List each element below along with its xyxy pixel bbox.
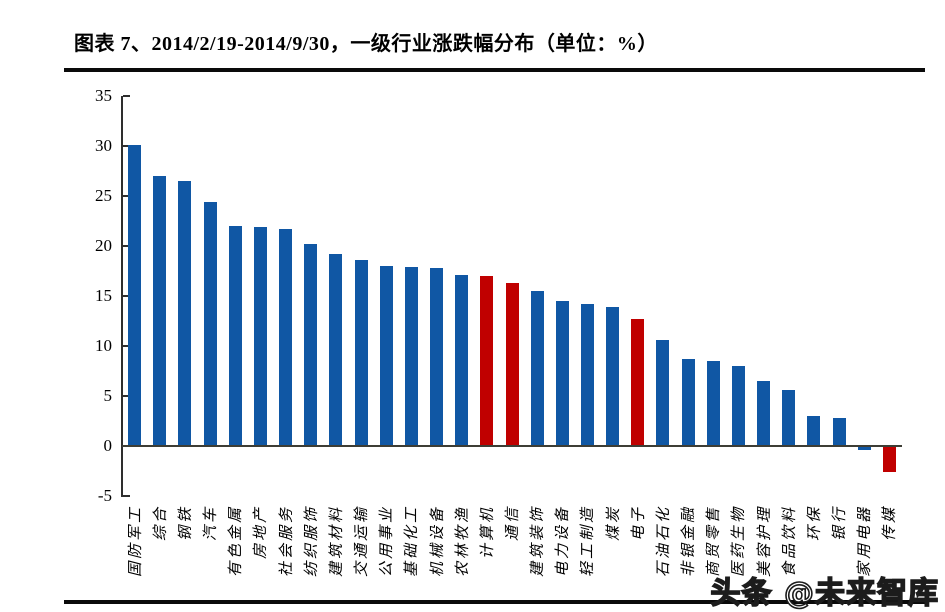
bar [329,254,343,446]
title-divider [64,68,925,72]
y-tick [123,245,130,247]
bar [555,301,569,446]
bar [807,416,821,446]
x-category-label: 有色金属 [226,505,245,578]
bar [430,268,444,446]
y-tick [123,95,130,97]
bar [580,304,594,446]
plot-area [122,96,902,496]
x-category-label: 建筑装饰 [528,505,547,578]
bar [757,381,771,446]
y-tick [123,195,130,197]
bar [379,266,393,446]
x-category-label: 非银金融 [679,505,698,578]
y-tick-label: 10 [95,336,112,355]
x-category-label: 电子 [628,505,647,542]
y-tick-label: 5 [103,386,113,405]
watermark: 头条 @未来智库 [710,575,939,612]
bar [153,176,167,446]
y-tick [123,495,130,497]
bar [304,244,318,446]
x-category-label: 计算机 [477,505,496,560]
bar [480,276,494,446]
bar [782,390,796,446]
x-category-label: 电力设备 [553,505,572,578]
y-tick-label: 25 [95,186,112,205]
bar [505,283,519,446]
bar [681,359,695,446]
y-tick [123,145,130,147]
y-tick-label: -5 [97,486,112,505]
bar [656,340,670,446]
x-category-label: 国防军工 [125,505,144,578]
x-category-label: 纺织服饰 [301,505,320,578]
bar [228,226,242,446]
bar [279,229,293,446]
y-axis-line [121,96,123,497]
x-category-label: 基础化工 [402,505,421,578]
x-category-label: 交通运输 [352,505,371,578]
y-tick-label: 20 [95,236,112,255]
y-tick [123,345,130,347]
x-category-label: 通信 [503,505,521,542]
bar [128,145,142,446]
bar [706,361,720,446]
x-category-label: 轻工制造 [578,505,597,578]
bar [404,267,418,446]
bar [203,202,217,446]
footer-divider [64,600,925,604]
y-tick [123,295,130,297]
bar [530,291,544,446]
x-category-label: 房地产 [251,505,270,560]
bar [455,275,469,446]
bar [253,227,267,446]
bar [731,366,745,446]
x-category-label: 公用事业 [377,505,396,578]
bar [178,181,192,446]
x-category-label: 建筑材料 [326,505,345,578]
y-tick-label: 35 [95,86,112,105]
x-category-label: 社会服务 [276,505,295,578]
x-category-label: 农林牧渔 [452,505,471,578]
chart-title: 图表 7、2014/2/19-2014/9/30，一级行业涨跌幅分布（单位：%） [74,33,658,55]
x-category-label: 石油石化 [653,505,672,578]
y-tick-label: 0 [103,436,113,455]
x-category-label: 汽车 [201,505,220,542]
y-tick-label: 30 [95,136,112,155]
x-category-label: 钢铁 [175,505,194,542]
bar [606,307,620,446]
bar [832,418,846,446]
bar [354,260,368,446]
y-tick-label: 15 [95,286,112,305]
x-category-label: 煤炭 [603,505,622,542]
bar [631,319,645,446]
x-category-label: 综合 [150,505,169,542]
x-category-label: 机械设备 [427,505,446,578]
bar [857,446,871,450]
bar [882,446,896,472]
y-tick [123,395,130,397]
x-axis-line [122,445,902,447]
